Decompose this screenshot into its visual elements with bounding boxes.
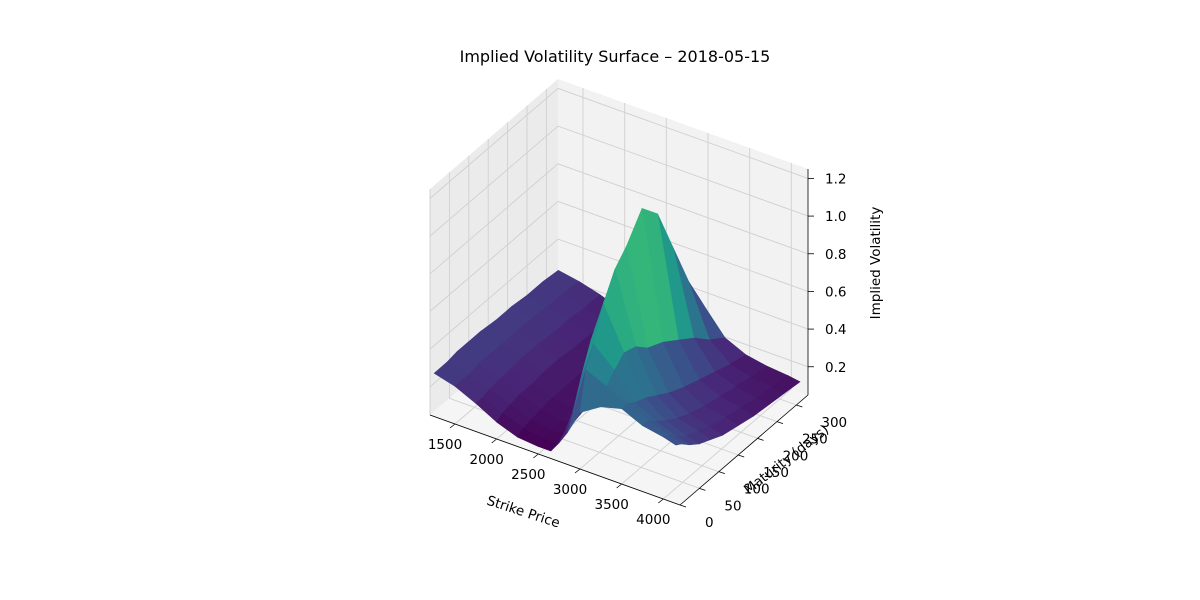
x-tick	[574, 468, 581, 474]
x-tick	[491, 438, 497, 444]
surface-mesh	[433, 207, 801, 452]
y-tick-label: 250	[802, 432, 828, 448]
z-tick-label: 1.0	[825, 209, 846, 225]
chart-title: Implied Volatility Surface – 2018-05-15	[459, 47, 771, 66]
y-tick-label: 50	[724, 498, 741, 514]
z-tick-label: 0.4	[825, 322, 846, 338]
x-tick	[658, 498, 664, 504]
x-tick-label: 2000	[469, 452, 503, 468]
y-tick	[757, 437, 764, 441]
z-tick-label: 0.6	[825, 284, 846, 300]
x-tick-label: 2500	[511, 467, 545, 483]
tick-labels: 1500 2000 2500 3000 3500 4000 0 501001502002503…	[428, 171, 847, 531]
x-tick-label: 4000	[636, 512, 670, 528]
y-tick-label: 0	[705, 515, 714, 531]
x-tick	[449, 423, 456, 429]
axis-lines	[429, 169, 809, 506]
x-tick-label: 3000	[553, 482, 587, 498]
z-axis-label: Implied Volatility	[868, 207, 884, 320]
grid-line	[429, 125, 809, 237]
y-tick	[738, 454, 745, 458]
y-tick-label: 150	[763, 465, 789, 481]
x-tick	[533, 453, 539, 459]
grid-line	[663, 163, 792, 500]
grid-line	[429, 238, 809, 350]
y-tick	[776, 421, 784, 425]
x-tick-label: 1500	[428, 437, 462, 453]
grid-line	[429, 163, 809, 275]
y-tick-label: 200	[783, 448, 809, 464]
x-axis-line	[429, 414, 681, 506]
z-tick-label: 0.2	[825, 360, 846, 376]
y-tick	[718, 471, 725, 475]
x-axis-label: Strike Price	[485, 493, 562, 532]
y-tick	[679, 504, 687, 508]
x-tick-label: 3500	[594, 497, 628, 513]
y-tick	[796, 404, 803, 408]
grid-line	[429, 200, 809, 312]
surface-patch	[662, 435, 683, 446]
grid-line	[448, 172, 700, 489]
x-tick	[616, 483, 622, 489]
y-tick-label: 100	[744, 482, 770, 498]
z-tick-label: 1.2	[825, 171, 846, 187]
y-tick-label: 300	[821, 415, 847, 431]
z-tick-label: 0.8	[825, 247, 846, 263]
grid-line	[429, 87, 809, 199]
y-axis-line	[679, 394, 809, 506]
y-tick	[699, 487, 706, 491]
